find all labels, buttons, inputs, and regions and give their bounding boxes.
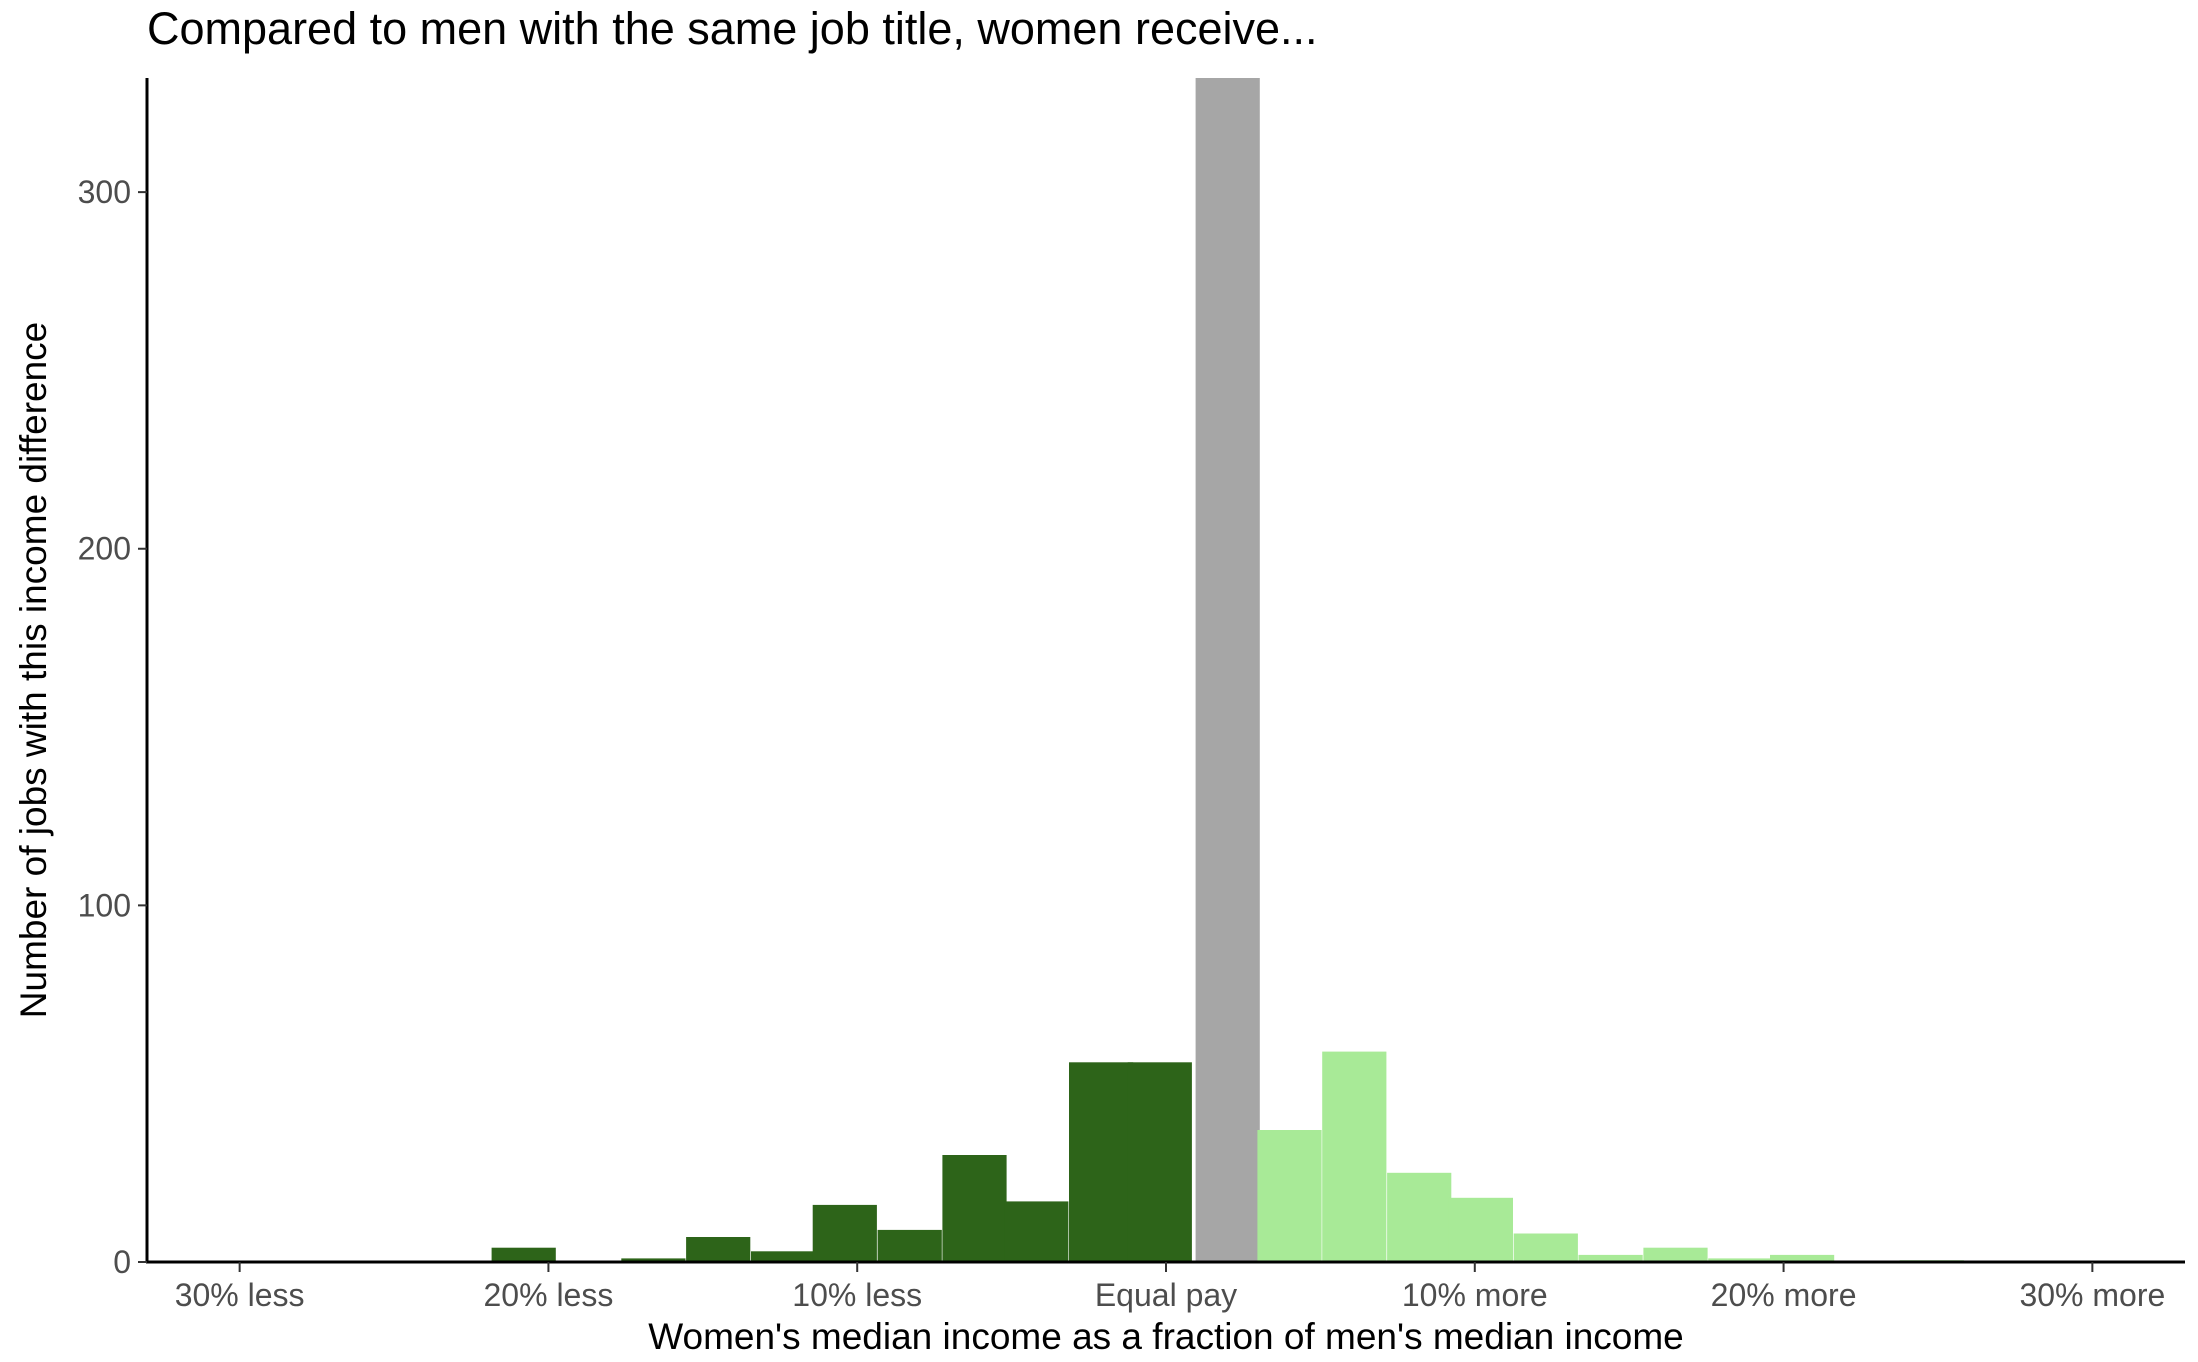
- histogram-bar-less: [1127, 1062, 1192, 1262]
- plot-area: [491, 78, 1964, 1262]
- histogram-bar-more: [1387, 1172, 1452, 1262]
- histogram-bar-more: [1322, 1051, 1387, 1262]
- histogram-bar-less: [621, 1258, 686, 1262]
- histogram-bar-less: [686, 1237, 751, 1262]
- histogram-bar-less: [877, 1229, 942, 1262]
- x-tick-label: 30% less: [175, 1277, 305, 1313]
- y-tick-label: 0: [113, 1244, 131, 1280]
- histogram-bar-more: [1578, 1254, 1643, 1262]
- y-axis-ticks: 0 100 200 300: [78, 174, 147, 1280]
- x-tick-label: 10% more: [1402, 1277, 1548, 1313]
- x-tick-label: Equal pay: [1095, 1277, 1237, 1313]
- histogram-bar-less: [812, 1204, 877, 1262]
- histogram-bar-more: [1448, 1197, 1513, 1262]
- y-tick-label: 300: [78, 174, 131, 210]
- histogram-bar-equal: [1195, 78, 1260, 1262]
- histogram-bar-less: [1069, 1062, 1134, 1262]
- histogram-bar-less: [1004, 1201, 1069, 1262]
- x-tick-label: 10% less: [792, 1277, 922, 1313]
- histogram-bar-less: [942, 1155, 1007, 1262]
- x-tick-label: 20% less: [484, 1277, 614, 1313]
- histogram-bar-more: [1257, 1130, 1322, 1262]
- chart-title: Compared to men with the same job title,…: [147, 3, 1318, 54]
- histogram-bar-more: [1513, 1233, 1578, 1262]
- x-axis-ticks: 30% less 20% less 10% less Equal pay 10% mor…: [175, 1262, 2165, 1313]
- histogram-bar-more: [1770, 1254, 1835, 1262]
- x-axis-title: Women's median income as a fraction of m…: [648, 1316, 1684, 1357]
- histogram-bar-more: [1708, 1258, 1773, 1262]
- x-tick-label: 20% more: [1711, 1277, 1857, 1313]
- histogram-bar-more: [1643, 1247, 1708, 1262]
- x-tick-label: 30% more: [2019, 1277, 2165, 1313]
- histogram-bar-less: [751, 1251, 816, 1262]
- y-axis-title: Number of jobs with this income differen…: [13, 322, 54, 1018]
- y-tick-label: 100: [78, 887, 131, 923]
- y-tick-label: 200: [78, 531, 131, 567]
- histogram-bar-less: [491, 1247, 556, 1262]
